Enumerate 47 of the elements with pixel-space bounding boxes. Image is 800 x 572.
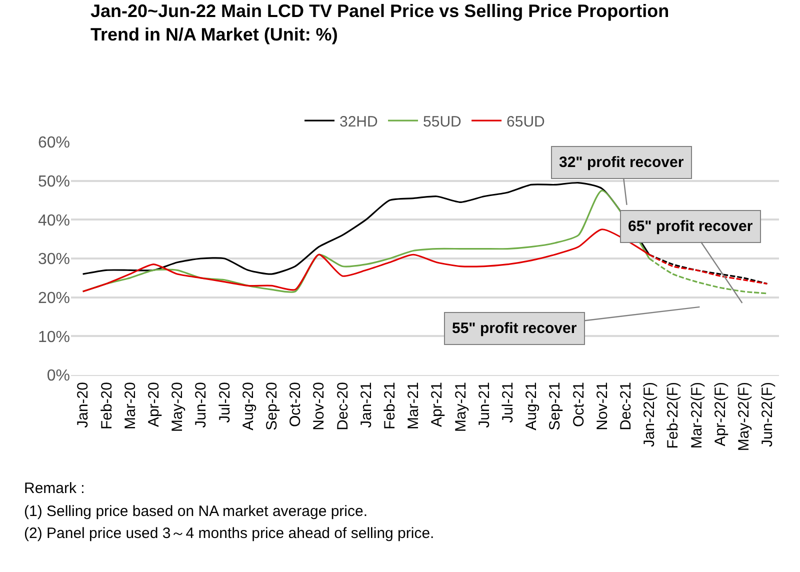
x-tick-label: Jan-21 — [358, 382, 375, 428]
x-tick-label: Apr-22(F) — [712, 382, 729, 446]
x-tick-label: Oct-20 — [287, 382, 304, 428]
x-tick-label: Apr-21 — [428, 382, 446, 428]
x-tick-label: Jul-21 — [499, 382, 516, 423]
x-tick-label: May-22(F) — [735, 382, 752, 452]
x-tick-label: Mar-20 — [122, 382, 139, 430]
annotation: 32" profit recover — [559, 154, 684, 171]
x-tick-label: Feb-21 — [381, 382, 398, 430]
y-tick-label: 0% — [46, 368, 70, 385]
x-tick-label: Feb-22(F) — [664, 382, 682, 449]
chart-title: Jan-20~Jun-22 Main LCD TV Panel Price vs Selling Price Proportion Trend in N/A Market (Unit: %) — [90, 1, 670, 45]
x-tick-label: May-20 — [169, 382, 186, 432]
y-tick-label: 30% — [38, 251, 70, 268]
x-tick-label: Sep-21 — [546, 382, 564, 430]
x-tick-label: Nov-20 — [310, 382, 328, 430]
y-tick-label: 40% — [38, 212, 70, 230]
x-tick-label: Nov-21 — [594, 382, 611, 430]
text: (2) Panel price used 3～4 months price ahead of selling price. — [24, 525, 434, 542]
x-tick-label: Dec-21 — [617, 382, 634, 430]
y-tick-label: 10% — [38, 328, 70, 346]
x-tick-label: Jun-22(F) — [759, 382, 776, 448]
x-tick-label: Jun-21 — [476, 382, 493, 428]
x-tick-label: Oct-21 — [570, 382, 588, 428]
x-tick-label: Dec-20 — [334, 382, 352, 430]
y-tick-label: 60% — [38, 134, 70, 152]
x-tick-label: Sep-20 — [263, 382, 280, 430]
legend-label: 65UD — [506, 113, 546, 130]
x-tick-label: Apr-20 — [145, 382, 162, 428]
legend-label: 55UD — [423, 113, 462, 130]
x-tick-label: Jun-20 — [192, 382, 210, 428]
x-tick-label: Mar-22(F) — [688, 382, 706, 449]
x-tick-label: Jan-20 — [74, 382, 92, 428]
annotation: 65" profit recover — [628, 218, 753, 235]
text: Remark : — [24, 480, 85, 497]
legend-label: 32HD — [340, 113, 378, 130]
y-tick-label: 50% — [38, 173, 70, 190]
x-tick-label: Jan-22(F) — [641, 382, 658, 448]
x-tick-label: May-21 — [452, 382, 470, 432]
x-tick-label: Aug-20 — [240, 382, 257, 430]
text: (1) Selling price based on NA market average price. — [24, 503, 368, 520]
x-tick-label: Feb-20 — [98, 382, 116, 430]
x-tick-label: Aug-21 — [523, 382, 540, 430]
y-tick-label: 20% — [38, 290, 70, 307]
annotation: 55" profit recover — [452, 320, 577, 337]
x-tick-label: Jul-20 — [216, 382, 234, 423]
x-tick-label: Mar-21 — [405, 382, 422, 430]
